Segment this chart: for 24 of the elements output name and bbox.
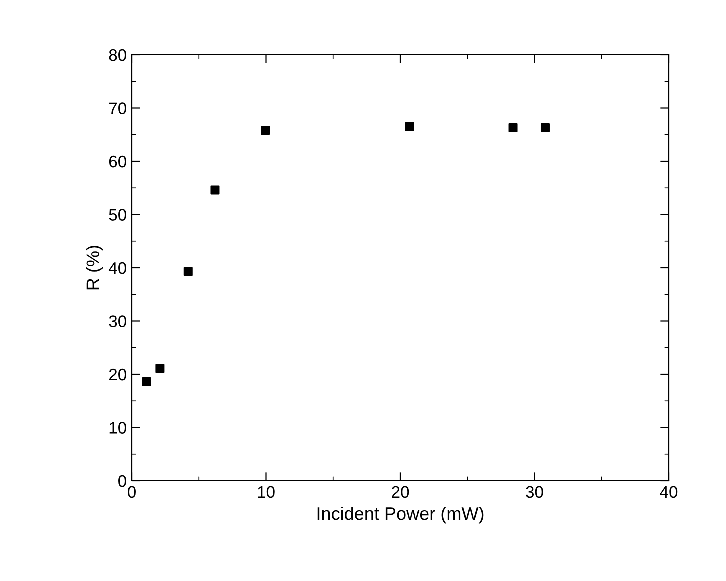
y-tick-label: 50 <box>109 209 126 221</box>
point <box>261 126 270 136</box>
y-tick-label: 80 <box>109 49 126 62</box>
x-axis-title: Incident Power (mW) <box>318 506 484 524</box>
point <box>405 122 414 132</box>
x-tick-label: 20 <box>392 486 410 498</box>
y-tick-label: 10 <box>110 422 126 434</box>
y-tick-label: 40 <box>108 262 126 274</box>
y-tick-label: 20 <box>109 368 126 381</box>
point <box>540 123 550 132</box>
y-tick-label: 30 <box>109 316 126 328</box>
x-tick-label: 10 <box>258 486 275 498</box>
point <box>156 364 165 374</box>
point <box>210 186 220 195</box>
point <box>142 377 152 386</box>
y-tick-label: 70 <box>109 102 126 114</box>
point <box>508 123 518 132</box>
x-tick-label: 0 <box>128 486 136 498</box>
x-tick-label: 30 <box>526 486 544 498</box>
x-tick-label: 40 <box>660 486 678 498</box>
y-tick-label: 60 <box>109 156 126 168</box>
y-axis-title: R (%) <box>86 246 104 290</box>
point <box>184 267 193 276</box>
y-tick-label: 0 <box>118 475 126 488</box>
